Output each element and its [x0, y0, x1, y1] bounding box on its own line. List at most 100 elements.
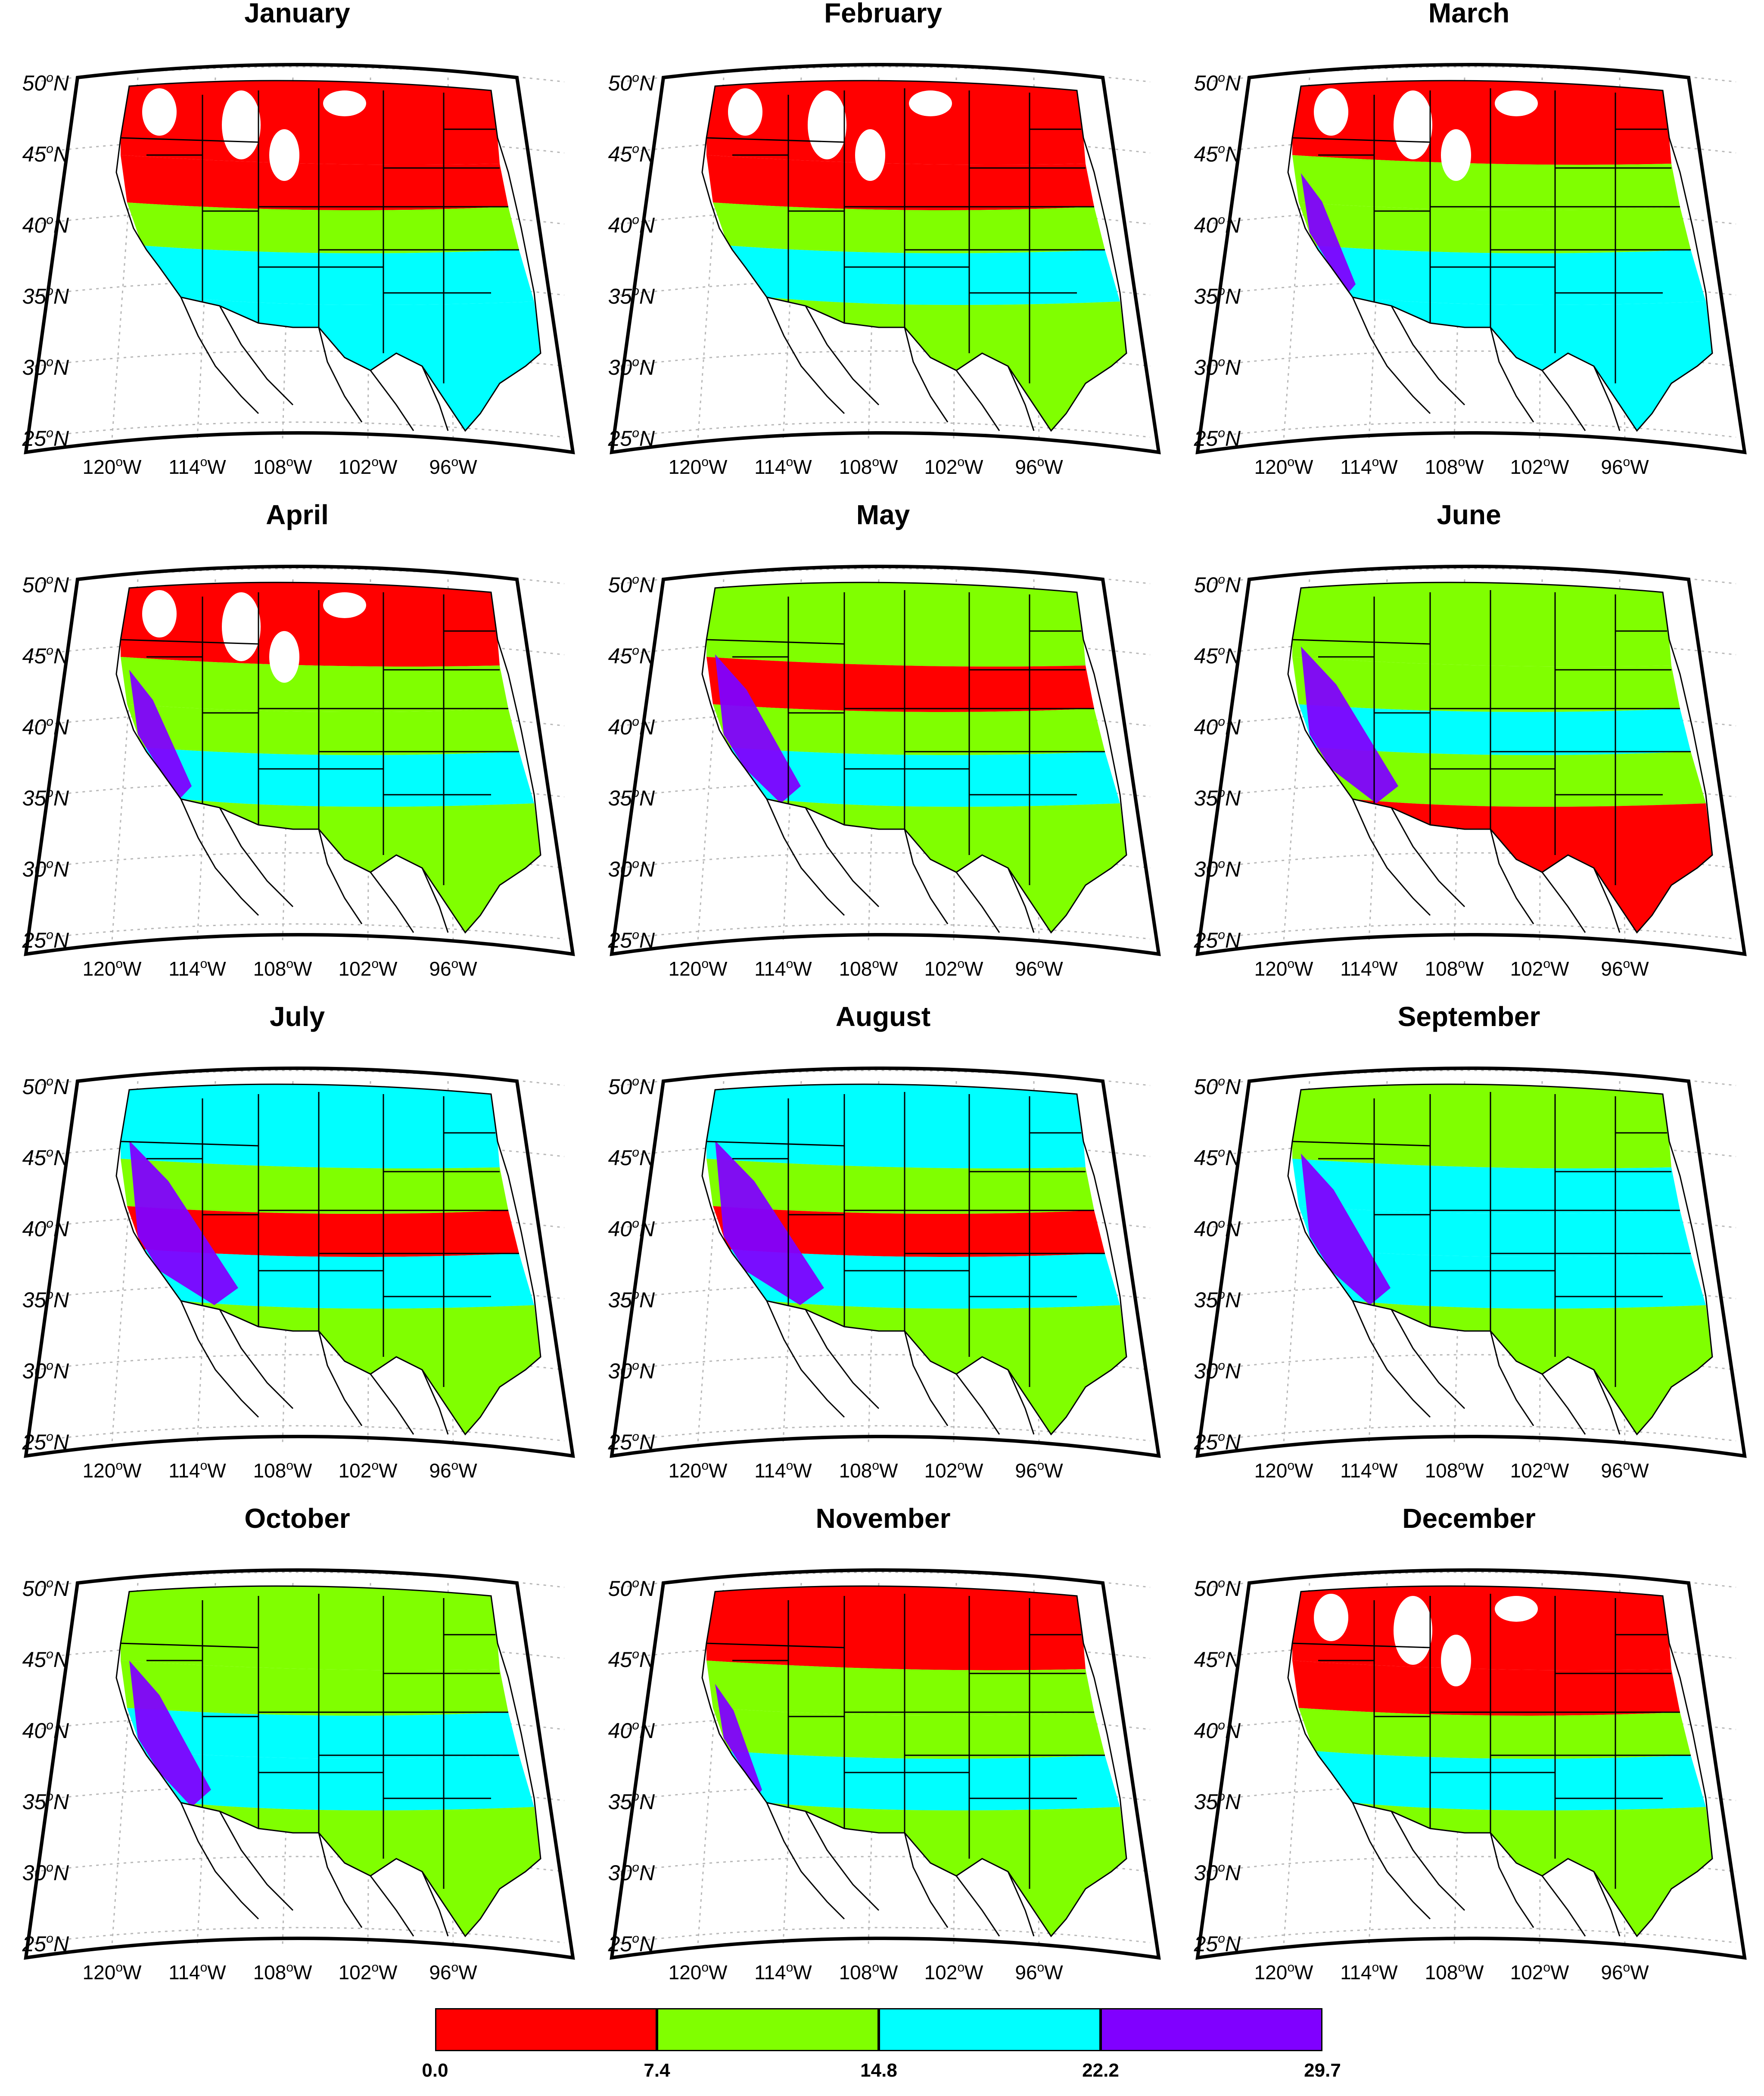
map-panel-november: 50oN 45oN 40oN 35oN 30oN 25oN 120oW 114oW 108oW 1…	[603, 1503, 1163, 2005]
map-frame	[1195, 63, 1747, 454]
temperature-zone	[1314, 747, 1706, 807]
temperature-zone	[121, 81, 500, 165]
snow-patch	[1441, 129, 1471, 181]
state-border	[120, 1642, 259, 1648]
latitude-label: 45oN	[1194, 142, 1241, 166]
snow-patch	[269, 631, 299, 683]
map-frame	[610, 565, 1161, 956]
temperature-zone	[1292, 1586, 1671, 1670]
us-outline	[115, 80, 541, 432]
temperature-zone	[728, 1249, 1120, 1309]
colorbar-tick: 22.2	[1082, 2060, 1119, 2081]
longitude-label: 102oW	[339, 957, 398, 980]
map-panel-december: 50oN 45oN 40oN 35oN 30oN 25oN 120oW 114oW 108oW 1…	[1189, 1503, 1749, 2005]
temperature-zone	[713, 1206, 1105, 1257]
longitude-label: 114oW	[1340, 957, 1398, 980]
longitude-label: 114oW	[168, 455, 226, 478]
hot-zone	[129, 1661, 211, 1807]
longitude-label: 96oW	[1015, 957, 1063, 980]
latitude-gridline	[34, 1856, 565, 1872]
map-panel-june: 50oN 45oN 40oN 35oN 30oN 25oN 120oW 114oW 108oW 1…	[1189, 499, 1749, 1001]
latitude-label: 50oN	[22, 1576, 69, 1601]
longitude-label: 114oW	[168, 1458, 226, 1482]
latitude-label: 40oN	[22, 1216, 69, 1241]
longitude-gridline	[111, 1583, 139, 1945]
latitude-label: 25oN	[22, 1430, 69, 1454]
snow-patch	[142, 590, 177, 638]
temperature-zone	[713, 704, 1105, 755]
latitude-label: 40oN	[1194, 1718, 1241, 1743]
latitude-label: 25oN	[1194, 426, 1241, 451]
latitude-label: 40oN	[608, 1216, 655, 1241]
longitude-label: 120oW	[669, 957, 728, 980]
longitude-label: 120oW	[669, 455, 728, 478]
map-frame	[610, 1067, 1161, 1458]
hot-zone	[1301, 173, 1356, 302]
latitude-gridline	[1206, 852, 1736, 869]
colorbar-tick: 29.7	[1304, 2060, 1341, 2081]
longitude-label: 108oW	[253, 1458, 312, 1482]
us-outline	[1287, 1083, 1713, 1436]
temperature-zone	[1353, 799, 1712, 933]
state-border	[706, 639, 845, 645]
latitude-gridline	[34, 1354, 565, 1371]
longitude-label: 96oW	[429, 1458, 477, 1482]
snow-patch	[269, 129, 299, 181]
state-border	[706, 137, 845, 143]
latitude-label: 35oN	[1194, 1287, 1241, 1312]
latitude-label: 50oN	[22, 572, 69, 597]
mexico-border	[180, 1300, 449, 1435]
latitude-label: 25oN	[22, 426, 69, 451]
map-frame	[610, 1568, 1161, 1960]
temperature-zone	[706, 81, 1086, 165]
longitude-label: 102oW	[1510, 455, 1569, 478]
temperature-zone	[121, 1084, 500, 1169]
temperature-zone	[1292, 81, 1671, 165]
latitude-label: 35oN	[22, 1287, 69, 1312]
map-frame	[1195, 1067, 1747, 1458]
latitude-label: 30oN	[1194, 355, 1241, 379]
map-svg: 50oN 45oN 40oN 35oN 30oN 25oN 120oW 114oW 108oW 1…	[608, 1503, 1161, 1984]
us-outline	[115, 1083, 541, 1436]
latitude-label: 40oN	[22, 1718, 69, 1743]
latitude-gridline	[1206, 421, 1736, 438]
zone-fill	[1292, 1084, 1712, 1434]
latitude-label: 30oN	[608, 355, 655, 379]
zone-fill	[706, 1084, 1126, 1434]
map-title: October	[244, 1503, 350, 1534]
latitude-label: 25oN	[608, 1931, 655, 1956]
hot-zone	[129, 1141, 238, 1305]
latitude-label: 35oN	[608, 1287, 655, 1312]
latitude-label: 45oN	[1194, 644, 1241, 668]
us-outline	[1287, 80, 1713, 432]
latitude-label: 50oN	[608, 1576, 655, 1601]
temperature-zone	[706, 1159, 1094, 1214]
latitude-label: 40oN	[22, 715, 69, 739]
hot-zone	[715, 1141, 824, 1305]
latitude-label: 30oN	[22, 355, 69, 379]
zone-fill	[706, 1586, 1126, 1936]
longitude-label: 108oW	[253, 455, 312, 478]
latitude-label: 50oN	[1194, 1074, 1241, 1099]
latitude-label: 35oN	[608, 786, 655, 810]
zone-fill	[706, 81, 1126, 431]
state-border	[1292, 1642, 1431, 1648]
longitude-label: 114oW	[754, 1458, 812, 1482]
longitude-label: 120oW	[83, 1960, 142, 1984]
latitude-gridline	[1206, 350, 1736, 367]
state-border	[1292, 137, 1431, 143]
colorbar-tick: 14.8	[860, 2060, 897, 2081]
latitude-label: 30oN	[1194, 1359, 1241, 1383]
latitude-label: 25oN	[608, 928, 655, 952]
snow-patch	[1495, 1596, 1538, 1622]
map-body: 50oN 45oN 40oN 35oN 30oN 25oN 120oW 114oW 108oW 1…	[1194, 1067, 1747, 1482]
latitude-label: 40oN	[608, 213, 655, 237]
temperature-zone	[767, 297, 1126, 431]
temperature-zone	[121, 1586, 500, 1670]
latitude-label: 45oN	[22, 142, 69, 166]
map-svg: 50oN 45oN 40oN 35oN 30oN 25oN 120oW 114oW 108oW 1…	[608, 499, 1161, 980]
temperature-zone	[1292, 1661, 1680, 1716]
longitude-label: 108oW	[253, 957, 312, 980]
latitude-label: 30oN	[22, 1860, 69, 1885]
longitude-label: 102oW	[924, 455, 983, 478]
